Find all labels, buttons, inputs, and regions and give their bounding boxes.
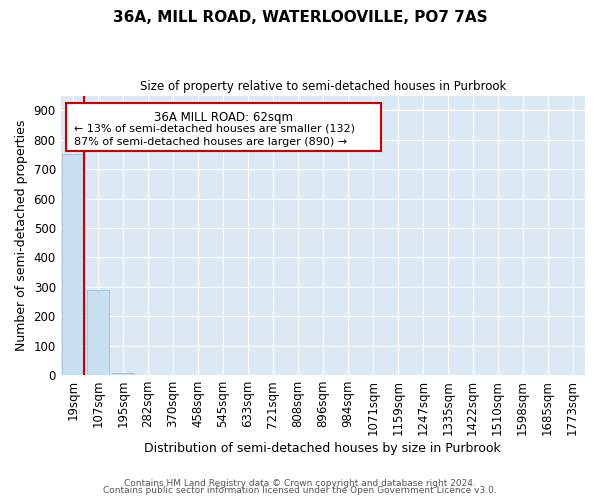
Text: ← 13% of semi-detached houses are smaller (132): ← 13% of semi-detached houses are smalle…	[74, 124, 355, 134]
Title: Size of property relative to semi-detached houses in Purbrook: Size of property relative to semi-detach…	[140, 80, 506, 93]
X-axis label: Distribution of semi-detached houses by size in Purbrook: Distribution of semi-detached houses by …	[145, 442, 501, 455]
Text: 36A MILL ROAD: 62sqm: 36A MILL ROAD: 62sqm	[154, 111, 293, 124]
Text: Contains HM Land Registry data © Crown copyright and database right 2024.: Contains HM Land Registry data © Crown c…	[124, 478, 476, 488]
Text: Contains public sector information licensed under the Open Government Licence v3: Contains public sector information licen…	[103, 486, 497, 495]
Y-axis label: Number of semi-detached properties: Number of semi-detached properties	[15, 120, 28, 351]
Bar	[112, 373, 134, 375]
Bar	[62, 154, 85, 375]
Bar	[87, 290, 109, 375]
FancyBboxPatch shape	[66, 102, 380, 152]
Text: 87% of semi-detached houses are larger (890) →: 87% of semi-detached houses are larger (…	[74, 138, 347, 147]
Text: 36A, MILL ROAD, WATERLOOVILLE, PO7 7AS: 36A, MILL ROAD, WATERLOOVILLE, PO7 7AS	[113, 10, 487, 25]
